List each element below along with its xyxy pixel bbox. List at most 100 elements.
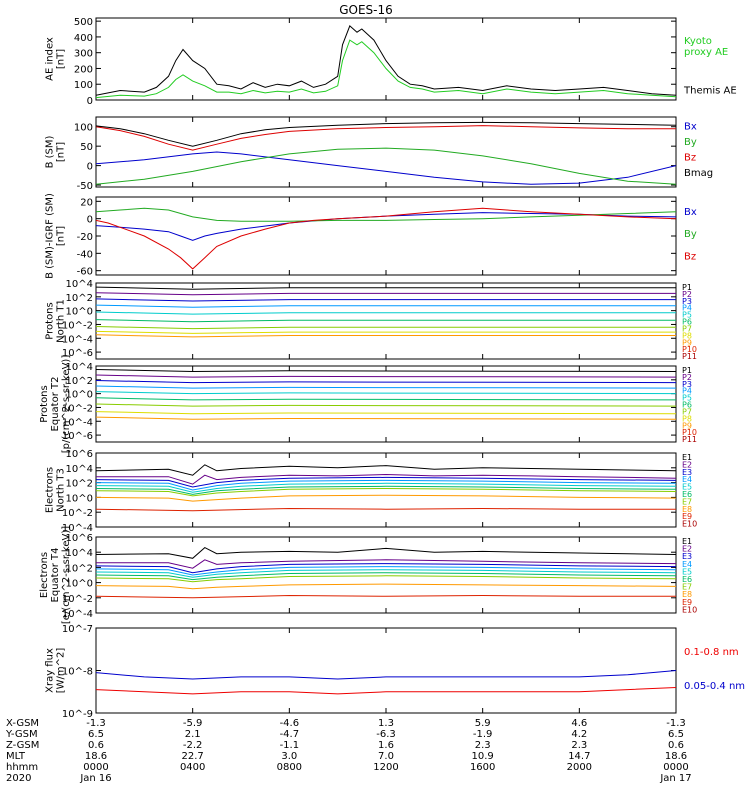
legend-entry: P10: [682, 428, 697, 437]
footer-ygsm-value: 2.1: [185, 729, 201, 740]
footer-xgsm-value: -5.9: [183, 718, 203, 729]
series-e_north-e3: [96, 476, 676, 488]
footer-row-label: X-GSM: [6, 718, 39, 729]
y-tick-label: 10^-2: [62, 320, 93, 331]
y-tick-label: 0: [87, 96, 93, 107]
series-e_north-e5: [96, 482, 676, 493]
y-tick-label: 10^-7: [62, 624, 93, 635]
series-e_north-e1: [96, 464, 676, 476]
legend-entry: E9: [682, 598, 692, 607]
panel-bigrf: -60 -40 -20 0 20 B (SM)-IGRF (SM) [nT] Bx By Bz: [45, 193, 697, 279]
series-e_equator-e4: [96, 566, 676, 576]
series-p_north-p5: [96, 311, 676, 315]
panel-p_north: 10^4 10^2 10^0 10^-2 10^-4 10^-6 Protons North …: [45, 279, 698, 361]
legend-entry: E8: [682, 505, 692, 514]
y-axis-label-line: Protons: [45, 302, 56, 339]
series-xray-0-1-0-8-nm: [96, 687, 676, 695]
series-bsm-bz: [96, 125, 676, 151]
footer-ygsm-value: -6.3: [376, 729, 396, 740]
legend-entry: P9: [682, 338, 692, 347]
footer-hhmm-value: 0800: [277, 762, 302, 773]
legend-entry: E1: [682, 453, 692, 462]
series-e_equator-e5: [96, 569, 676, 578]
series-group: [96, 464, 676, 512]
footer-mlt-value: 3.0: [281, 751, 297, 762]
footer-mlt-value: 18.6: [665, 751, 687, 762]
footer-hhmm-value: 0000: [83, 762, 108, 773]
series-e_equator-e9: [96, 594, 676, 599]
legend-entry: Bx: [684, 121, 697, 132]
y-tick-label: 10^4: [66, 464, 93, 475]
y-tick-label: 100: [74, 123, 93, 134]
legend-entry: 0.1-0.8 nm: [684, 647, 739, 658]
footer-mlt-value: 18.6: [85, 751, 107, 762]
y-tick-label: 10^-9: [62, 709, 93, 720]
footer-xgsm-value: -1.3: [666, 718, 686, 729]
series-group: [96, 670, 676, 695]
footer-mlt-value: 22.7: [182, 751, 204, 762]
y-tick-label: -60: [77, 267, 93, 278]
y-tick-label: 10^2: [66, 376, 93, 387]
legend-entry: E10: [682, 605, 697, 614]
y-tick-label: 10^-4: [62, 334, 93, 345]
y-axis-label-line: Protons: [39, 385, 50, 422]
footer-zgsm-value: -2.2: [183, 740, 203, 751]
legend-entry: E1: [682, 537, 692, 546]
legend-entry: By: [684, 137, 697, 148]
series-e_equator-e2: [96, 559, 676, 569]
legend-entry: E3: [682, 468, 692, 477]
legend-entry: E4: [682, 475, 692, 484]
footer-hhmm-value: 0000: [663, 762, 688, 773]
y-axis-label-line: B (SM)-IGRF (SM): [45, 193, 56, 279]
y-tick-label: 10^2: [66, 293, 93, 304]
y-tick-label: 10^0: [66, 579, 93, 590]
y-tick-label: 0: [87, 215, 93, 226]
series-xray-0-05-0-4-nm: [96, 670, 676, 680]
series-p_equator-p1: [96, 369, 676, 373]
footer-hhmm-value: 2000: [567, 762, 592, 773]
series-p_north-p8: [96, 330, 676, 334]
series-e_north-e9: [96, 507, 676, 512]
y-tick-label: 10^6: [66, 533, 93, 544]
y-tick-label: 10^-2: [62, 594, 93, 605]
panel-frame: [95, 627, 677, 714]
series-p_equator-p9: [96, 416, 676, 420]
legend-entry: E2: [682, 460, 692, 469]
footer-zgsm-value: 0.6: [88, 740, 104, 751]
y-tick-label: 10^0: [66, 307, 93, 318]
y-tick-label: 10^0: [66, 390, 93, 401]
series-p_equator-p3: [96, 380, 676, 384]
series-e_north-e6: [96, 485, 676, 495]
series-e_north-e8: [96, 494, 676, 502]
footer-zgsm-value: 2.3: [571, 740, 587, 751]
legend-entry: P11: [682, 435, 697, 444]
y-axis-label: Protons Equator T2 [p/(cm^2-s-sr-keV)]: [39, 355, 72, 454]
y-tick-label: 0: [87, 162, 93, 173]
series-e_equator-e8: [96, 583, 676, 590]
series-group: [96, 286, 676, 338]
y-tick-label: 10^-2: [62, 403, 93, 414]
series-p_equator-p2: [96, 374, 676, 378]
y-tick-label: -40: [77, 249, 93, 260]
y-tick-label: 10^-4: [62, 609, 93, 620]
y-tick-label: 200: [74, 64, 93, 75]
legend-entry: E5: [682, 567, 692, 576]
footer-row-label: Y-GSM: [5, 729, 38, 740]
legend-bsm: Bx By Bz Bmag: [684, 121, 713, 179]
legend-entry: E5: [682, 483, 692, 492]
y-tick-label: 10^4: [66, 279, 93, 290]
legend-entry: P2: [682, 373, 692, 382]
y-tick-label: 10^-4: [62, 523, 93, 534]
series-p_equator-p7: [96, 403, 676, 407]
series-bigrf-bx: [96, 212, 676, 241]
legend-entry: P11: [682, 352, 697, 361]
legend-entry: E9: [682, 512, 692, 521]
legend-entry: P4: [682, 387, 692, 396]
y-axis-label: Electrons Equator T4 [e/(cm^2-s-sr-keV)]: [39, 526, 72, 624]
footer-hhmm-value: 1600: [470, 762, 495, 773]
legend-entry: P6: [682, 318, 692, 327]
legend-entry: P4: [682, 304, 692, 313]
